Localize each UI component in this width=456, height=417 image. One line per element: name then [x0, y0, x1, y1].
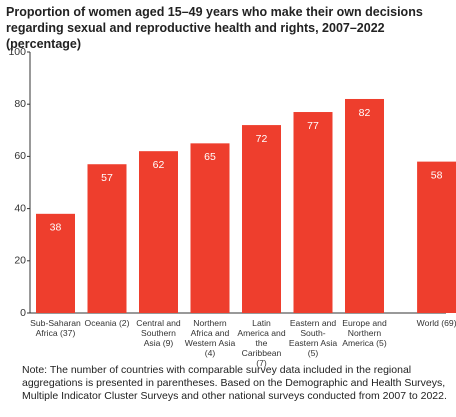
y-tick-label: 20 — [14, 255, 26, 267]
value-label: 82 — [359, 107, 371, 119]
y-tick-label: 40 — [14, 202, 26, 214]
y-tick-label: 0 — [20, 307, 26, 319]
bar — [417, 161, 456, 313]
bar — [139, 151, 178, 313]
x-tick-label: Oceania (2) — [84, 318, 130, 328]
bar — [242, 125, 281, 313]
bar — [87, 164, 127, 313]
bar — [293, 112, 333, 313]
bar — [190, 143, 230, 313]
value-label: 72 — [256, 133, 268, 145]
chart-note: Note: The number of countries with compa… — [22, 364, 447, 402]
x-tick-label: World (69) — [416, 318, 456, 328]
value-label: 65 — [204, 151, 216, 163]
chart-title: Proportion of women aged 15–49 years who… — [6, 5, 423, 51]
x-tick-label: Northern Africa and Western Asia (4) — [184, 318, 236, 358]
y-tick-label: 100 — [8, 46, 26, 58]
x-tick-label: Eastern and South-Eastern Asia (5) — [288, 318, 338, 358]
value-label: 77 — [307, 120, 319, 132]
x-tick-label: Latin America and the Caribbean (7) — [237, 318, 286, 368]
x-tick-label: Sub-Saharan Africa (37) — [30, 318, 81, 338]
value-label: 62 — [153, 159, 165, 171]
bar — [36, 213, 75, 313]
y-tick-label: 80 — [14, 98, 26, 110]
x-tick-label: Europe and Northern America (5) — [342, 318, 387, 348]
y-tick-label: 60 — [14, 150, 26, 162]
x-tick-label: Central and Southern Asia (9) — [136, 318, 181, 348]
bar — [345, 98, 384, 313]
value-label: 38 — [50, 222, 62, 234]
value-label: 57 — [101, 172, 113, 184]
value-label: 58 — [431, 169, 443, 181]
